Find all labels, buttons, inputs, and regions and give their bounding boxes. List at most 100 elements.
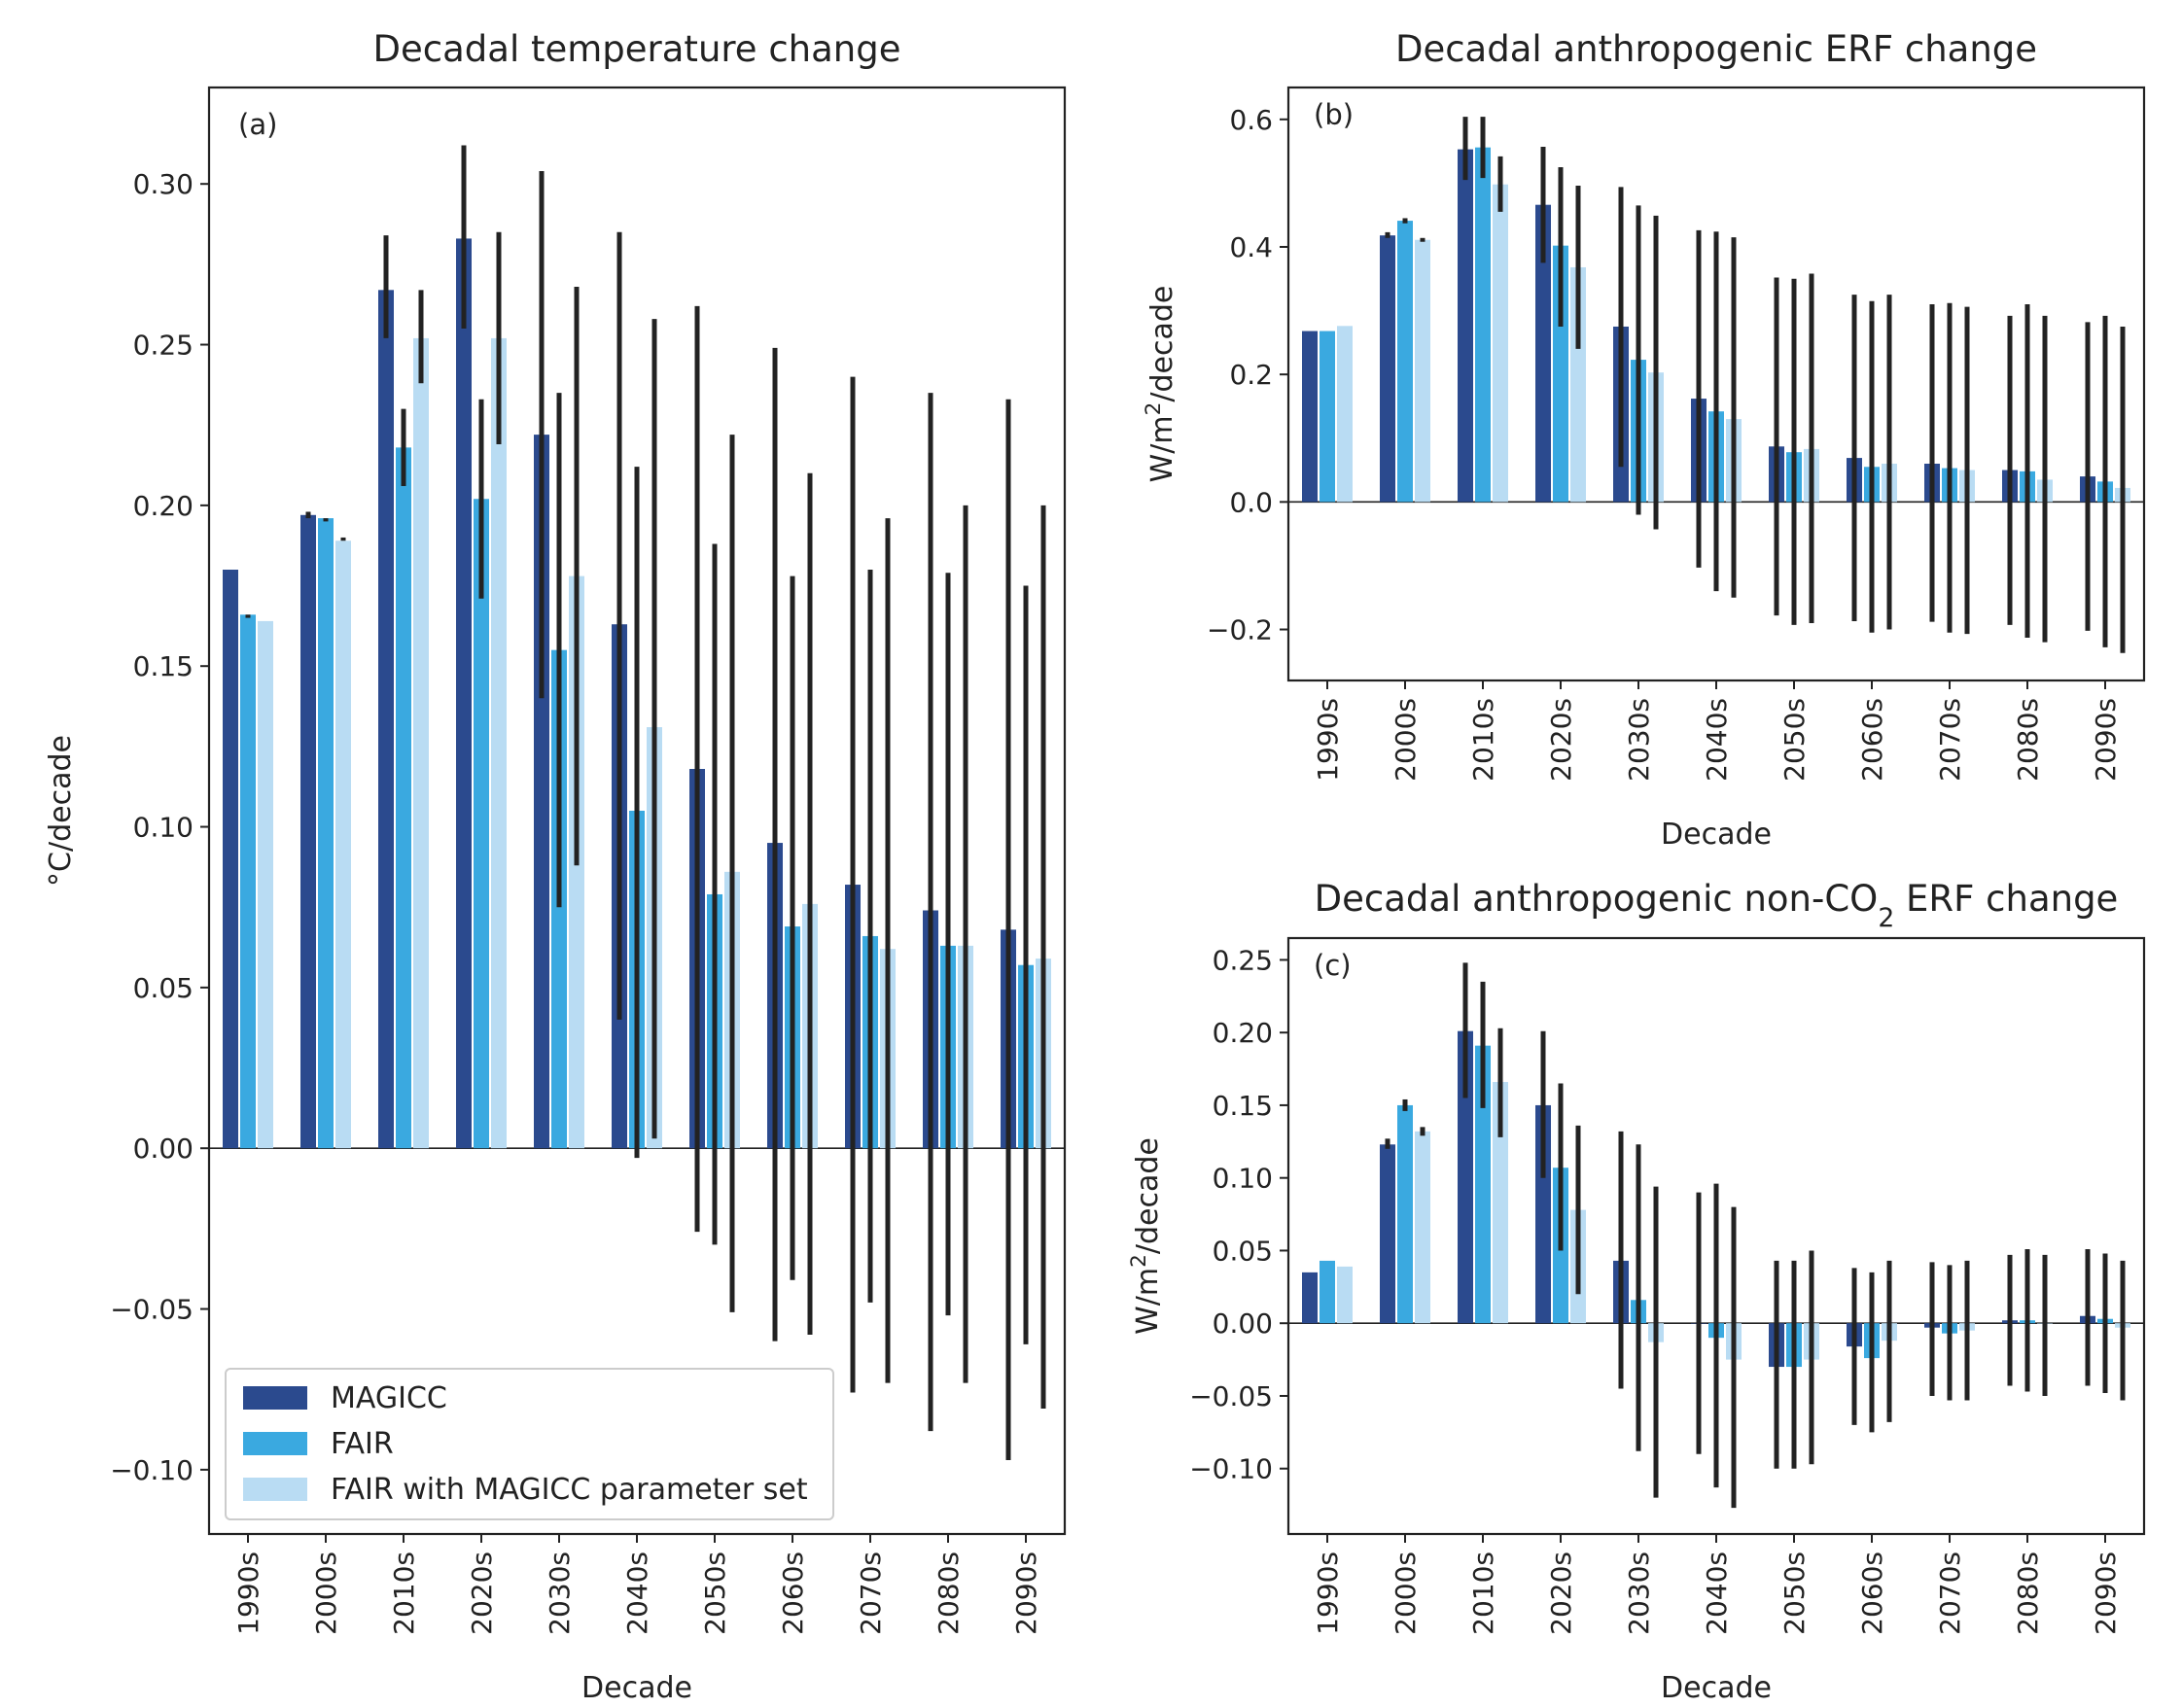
y-axis-label-part: 2 (1127, 1254, 1151, 1268)
bar-2020s-series-1 (1553, 245, 1568, 503)
y-tick-label: 0.00 (1213, 1307, 1273, 1340)
bar-2000s-series-0 (1380, 235, 1395, 503)
x-axis-label: Decade (1661, 818, 1772, 852)
x-tick-label: 2010s (1467, 1551, 1499, 1635)
x-tick-label: 2020s (1545, 1551, 1577, 1635)
bar-2010s-series-2 (1493, 184, 1508, 503)
x-tick-label: 1990s (1312, 698, 1344, 782)
x-tick-label: 2000s (1390, 1551, 1422, 1635)
panel-title-part: 2 (1878, 903, 1894, 933)
y-tick-label: −0.05 (110, 1294, 194, 1326)
bar-2000s-series-1 (1397, 1104, 1413, 1324)
x-tick-label: 2010s (1467, 698, 1499, 782)
bar-2020s-series-2 (491, 337, 507, 1149)
x-tick-label: 2070s (1934, 1551, 1966, 1635)
x-tick-label: 2040s (1701, 698, 1733, 782)
bar-2010s-series-2 (1493, 1082, 1508, 1324)
bar-1990s-series-0 (1302, 331, 1318, 503)
bar-2010s-series-1 (396, 447, 411, 1149)
x-axis-label: Decade (581, 1671, 692, 1705)
legend-swatch (243, 1386, 307, 1410)
y-tick-label: 0.6 (1229, 104, 1273, 136)
x-tick-label: 1990s (232, 1551, 264, 1635)
y-tick-label: 0.05 (1213, 1235, 1273, 1267)
y-axis-label: °C/decade (44, 735, 78, 887)
y-axis-label-part: 2 (1142, 402, 1166, 416)
bar-2000s-series-0 (300, 514, 316, 1149)
y-tick-label: 0.25 (1213, 944, 1273, 976)
bar-1990s-series-2 (258, 620, 273, 1149)
y-tick-label: 0.30 (133, 168, 194, 200)
x-tick-label: 2060s (1856, 698, 1888, 782)
y-tick-label: −0.10 (1189, 1453, 1273, 1485)
y-tick-label: 0.15 (133, 650, 194, 682)
legend-box (225, 1368, 834, 1520)
legend-swatch (243, 1478, 307, 1501)
panel-label: (a) (238, 108, 277, 141)
y-tick-label: −0.05 (1189, 1380, 1273, 1412)
y-tick-label: 0.00 (133, 1133, 194, 1165)
x-tick-label: 2090s (1010, 1551, 1042, 1635)
x-axis-label: Decade (1661, 1671, 1772, 1705)
bar-1990s-series-2 (1337, 1266, 1353, 1324)
x-tick-label: 2050s (1778, 698, 1811, 782)
y-axis-label-part: °C/decade (44, 735, 78, 887)
bar-2000s-series-1 (1397, 221, 1413, 503)
panel-b-erf-chart: Decadal anthropogenic ERF change W/m2/dec… (1142, 28, 2146, 852)
y-tick-label: 0.10 (1213, 1163, 1273, 1195)
bar-1990s-series-2 (1337, 326, 1353, 503)
y-axis-label-part: /decade (1131, 1137, 1165, 1254)
bar-1990s-series-1 (1320, 331, 1335, 503)
x-tick-label: 2060s (777, 1551, 809, 1635)
bar-2000s-series-2 (1415, 239, 1430, 503)
bar-2010s-series-2 (413, 337, 429, 1149)
legend-swatch (243, 1432, 307, 1455)
y-axis-label-part: /decade (1145, 286, 1179, 402)
bar-2010s-series-1 (1475, 147, 1491, 503)
x-tick-label: 2070s (855, 1551, 887, 1635)
y-tick-label: −0.2 (1207, 614, 1273, 646)
bar-1990s-series-0 (1302, 1272, 1318, 1324)
panel-title: Decadal temperature change (373, 28, 901, 70)
y-tick-label: 0.15 (1213, 1090, 1273, 1122)
y-tick-label: 0.4 (1229, 231, 1273, 263)
panel-title-part: Decadal anthropogenic ERF change (1395, 28, 2037, 70)
y-tick-label: 0.10 (133, 812, 194, 844)
y-axis-label-part: W/m (1145, 415, 1179, 482)
bar-1990s-series-0 (223, 570, 238, 1149)
x-tick-label: 1990s (1312, 1551, 1344, 1635)
bar-2010s-series-1 (1475, 1045, 1491, 1324)
x-tick-label: 2060s (1856, 1551, 1888, 1635)
panel-title-part: Decadal anthropogenic non-CO (1315, 878, 1879, 920)
x-tick-label: 2040s (621, 1551, 653, 1635)
x-tick-label: 2090s (2090, 1551, 2122, 1635)
x-tick-label: 2050s (1778, 1551, 1811, 1635)
bar-2020s-series-0 (1535, 1104, 1551, 1324)
x-tick-label: 2030s (544, 1551, 576, 1635)
x-tick-label: 2080s (2012, 698, 2044, 782)
x-tick-label: 2020s (1545, 698, 1577, 782)
panel-title-part: Decadal temperature change (373, 28, 901, 70)
panel-label: (c) (1314, 949, 1352, 982)
x-tick-label: 2090s (2090, 698, 2122, 782)
bar-2020s-series-0 (456, 238, 472, 1149)
panel-title-part: ERF change (1894, 878, 2118, 920)
legend-entry: MAGICC (331, 1381, 447, 1415)
y-tick-label: 0.2 (1229, 359, 1273, 391)
x-tick-label: 2080s (2012, 1551, 2044, 1635)
y-tick-label: 0.25 (133, 330, 194, 362)
bar-1990s-series-1 (1320, 1260, 1335, 1324)
x-tick-label: 2030s (1623, 1551, 1655, 1635)
y-axis-label-part: W/m (1131, 1268, 1165, 1335)
bar-2020s-series-1 (474, 499, 489, 1149)
x-tick-label: 2000s (1390, 698, 1422, 782)
x-tick-label: 2080s (933, 1551, 965, 1635)
y-tick-label: 0.20 (133, 490, 194, 522)
bar-2000s-series-2 (335, 540, 351, 1149)
panel-label: (b) (1314, 98, 1354, 131)
legend-entry: FAIR (331, 1427, 394, 1461)
legend-entry: FAIR with MAGICC parameter set (331, 1473, 808, 1507)
panel-a-temperature-chart: Decadal temperature change °C/decade −0.10… (44, 28, 1067, 1705)
x-tick-label: 2040s (1701, 1551, 1733, 1635)
